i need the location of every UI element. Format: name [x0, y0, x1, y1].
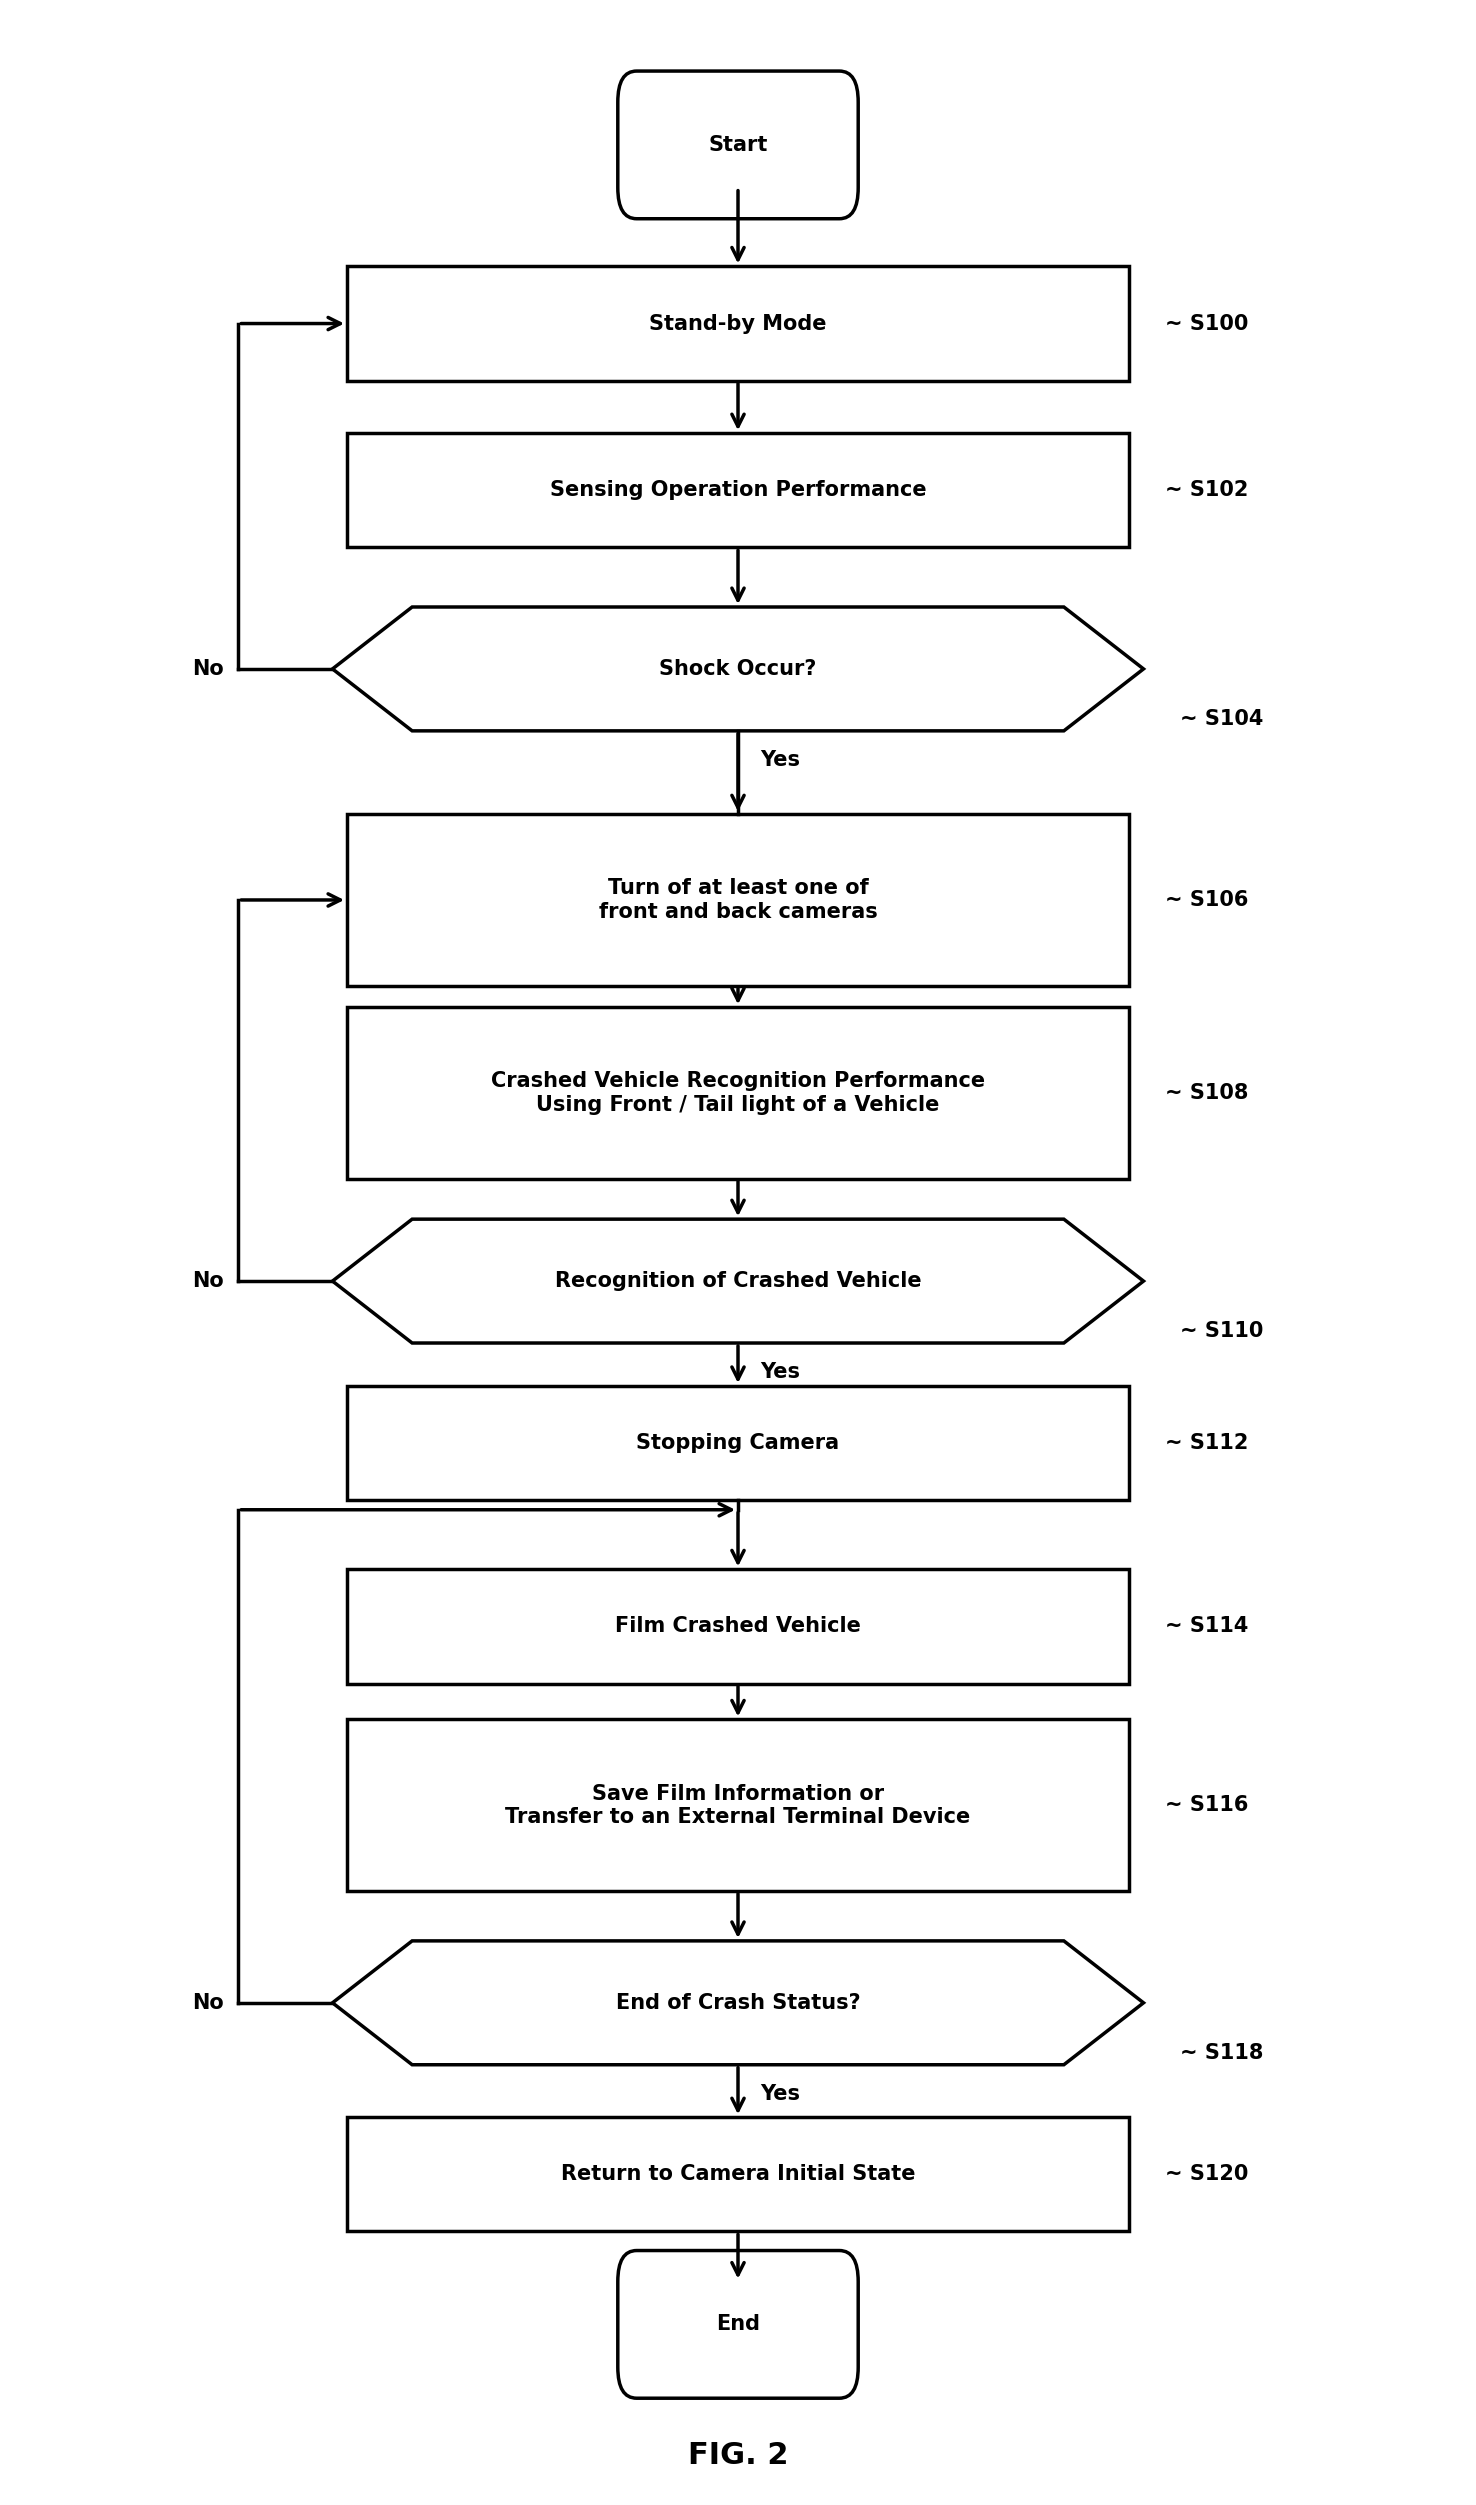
Text: Recognition of Crashed Vehicle: Recognition of Crashed Vehicle	[555, 1270, 921, 1290]
Text: Save Film Information or
Transfer to an External Terminal Device: Save Film Information or Transfer to an …	[505, 1784, 971, 1826]
FancyBboxPatch shape	[347, 433, 1129, 549]
Text: ~ S106: ~ S106	[1165, 889, 1249, 909]
FancyBboxPatch shape	[618, 2249, 858, 2397]
Text: Shock Occur?: Shock Occur?	[660, 659, 816, 679]
Text: ~ S102: ~ S102	[1165, 481, 1249, 501]
Text: Sensing Operation Performance: Sensing Operation Performance	[549, 481, 927, 501]
FancyBboxPatch shape	[347, 1568, 1129, 1683]
FancyBboxPatch shape	[347, 1007, 1129, 1180]
Text: Yes: Yes	[760, 2084, 800, 2104]
Polygon shape	[332, 1220, 1144, 1343]
Text: No: No	[192, 1994, 224, 2014]
Text: ~ S108: ~ S108	[1165, 1082, 1249, 1102]
FancyBboxPatch shape	[618, 70, 858, 218]
Text: Yes: Yes	[760, 749, 800, 769]
Text: End of Crash Status?: End of Crash Status?	[615, 1994, 861, 2014]
Polygon shape	[332, 1941, 1144, 2064]
Text: Turn of at least one of
front and back cameras: Turn of at least one of front and back c…	[599, 879, 877, 922]
Text: End: End	[716, 2315, 760, 2335]
Text: ~ S112: ~ S112	[1165, 1433, 1249, 1453]
Text: Stopping Camera: Stopping Camera	[636, 1433, 840, 1453]
FancyBboxPatch shape	[347, 814, 1129, 987]
FancyBboxPatch shape	[347, 2117, 1129, 2232]
Text: FIG. 2: FIG. 2	[688, 2440, 788, 2470]
Text: Return to Camera Initial State: Return to Camera Initial State	[561, 2164, 915, 2184]
Text: Stand-by Mode: Stand-by Mode	[649, 313, 827, 333]
Text: ~ S110: ~ S110	[1179, 1320, 1263, 1340]
Text: No: No	[192, 1270, 224, 1290]
Text: ~ S120: ~ S120	[1165, 2164, 1249, 2184]
Text: Yes: Yes	[760, 1363, 800, 1383]
Text: Film Crashed Vehicle: Film Crashed Vehicle	[615, 1616, 861, 1636]
Text: ~ S104: ~ S104	[1179, 709, 1263, 729]
Text: ~ S118: ~ S118	[1179, 2044, 1263, 2062]
FancyBboxPatch shape	[347, 266, 1129, 381]
Polygon shape	[332, 606, 1144, 731]
FancyBboxPatch shape	[347, 1718, 1129, 1891]
Text: Crashed Vehicle Recognition Performance
Using Front / Tail light of a Vehicle: Crashed Vehicle Recognition Performance …	[492, 1072, 984, 1115]
Text: ~ S100: ~ S100	[1165, 313, 1249, 333]
Text: Start: Start	[708, 135, 768, 155]
Text: ~ S114: ~ S114	[1165, 1616, 1249, 1636]
Text: No: No	[192, 659, 224, 679]
Text: ~ S116: ~ S116	[1165, 1796, 1249, 1816]
FancyBboxPatch shape	[347, 1385, 1129, 1500]
